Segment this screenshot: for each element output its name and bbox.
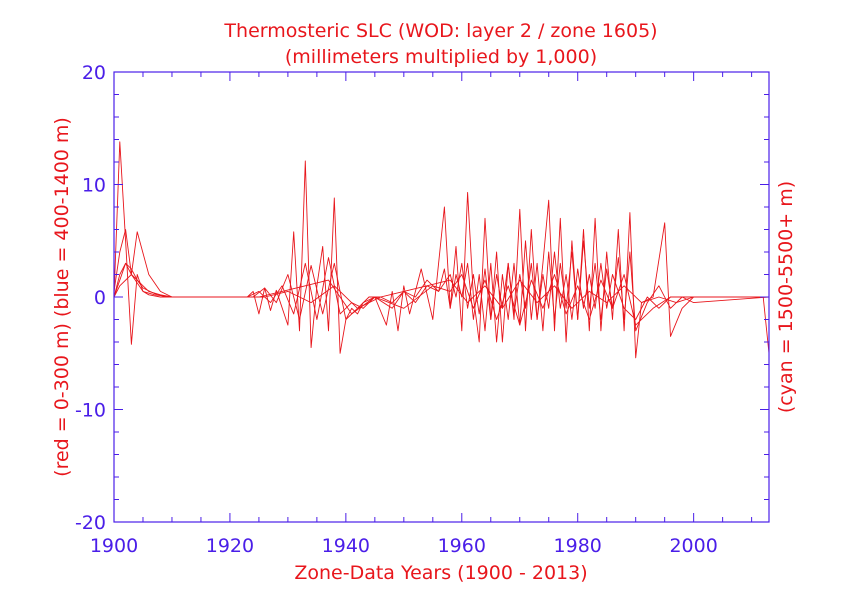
- series-line-2: [113, 229, 770, 343]
- x-tick-label: 1940: [322, 535, 370, 557]
- chart-subtitle: (millimeters multiplied by 1,000): [285, 46, 597, 68]
- series-line-1: [113, 141, 770, 359]
- y-axis-label: (red = 0-300 m) (blue = 400-1400 m): [51, 117, 73, 477]
- x-tick-label: 2000: [669, 535, 717, 557]
- chart-title: Thermosteric SLC (WOD: layer 2 / zone 16…: [223, 20, 657, 42]
- y-tick-label: 10: [82, 175, 106, 197]
- y-tick-label: 0: [94, 287, 106, 309]
- y-tick-label: -10: [75, 400, 106, 422]
- tick-labels-layer: 1900 1920 1940 1960 1980 2000 20 10 0 -10 -20: [75, 62, 718, 557]
- series-line-5: [113, 274, 769, 309]
- plot-frame: [113, 71, 770, 523]
- series-line-4: [113, 262, 769, 326]
- series-layer: [113, 141, 770, 359]
- x-tick-label: 1960: [438, 535, 486, 557]
- x-tick-label: 1980: [554, 535, 602, 557]
- ticks-layer: [113, 71, 769, 523]
- y-axis-label-right: (cyan = 1500-5500+ m): [775, 181, 797, 413]
- y-tick-label: 20: [82, 62, 106, 84]
- series-line-3: [113, 251, 769, 320]
- y-tick-label: -20: [75, 512, 106, 534]
- x-axis-label: Zone-Data Years (1900 - 2013): [294, 562, 587, 584]
- x-tick-label: 1920: [206, 535, 254, 557]
- x-tick-label: 1900: [90, 535, 138, 557]
